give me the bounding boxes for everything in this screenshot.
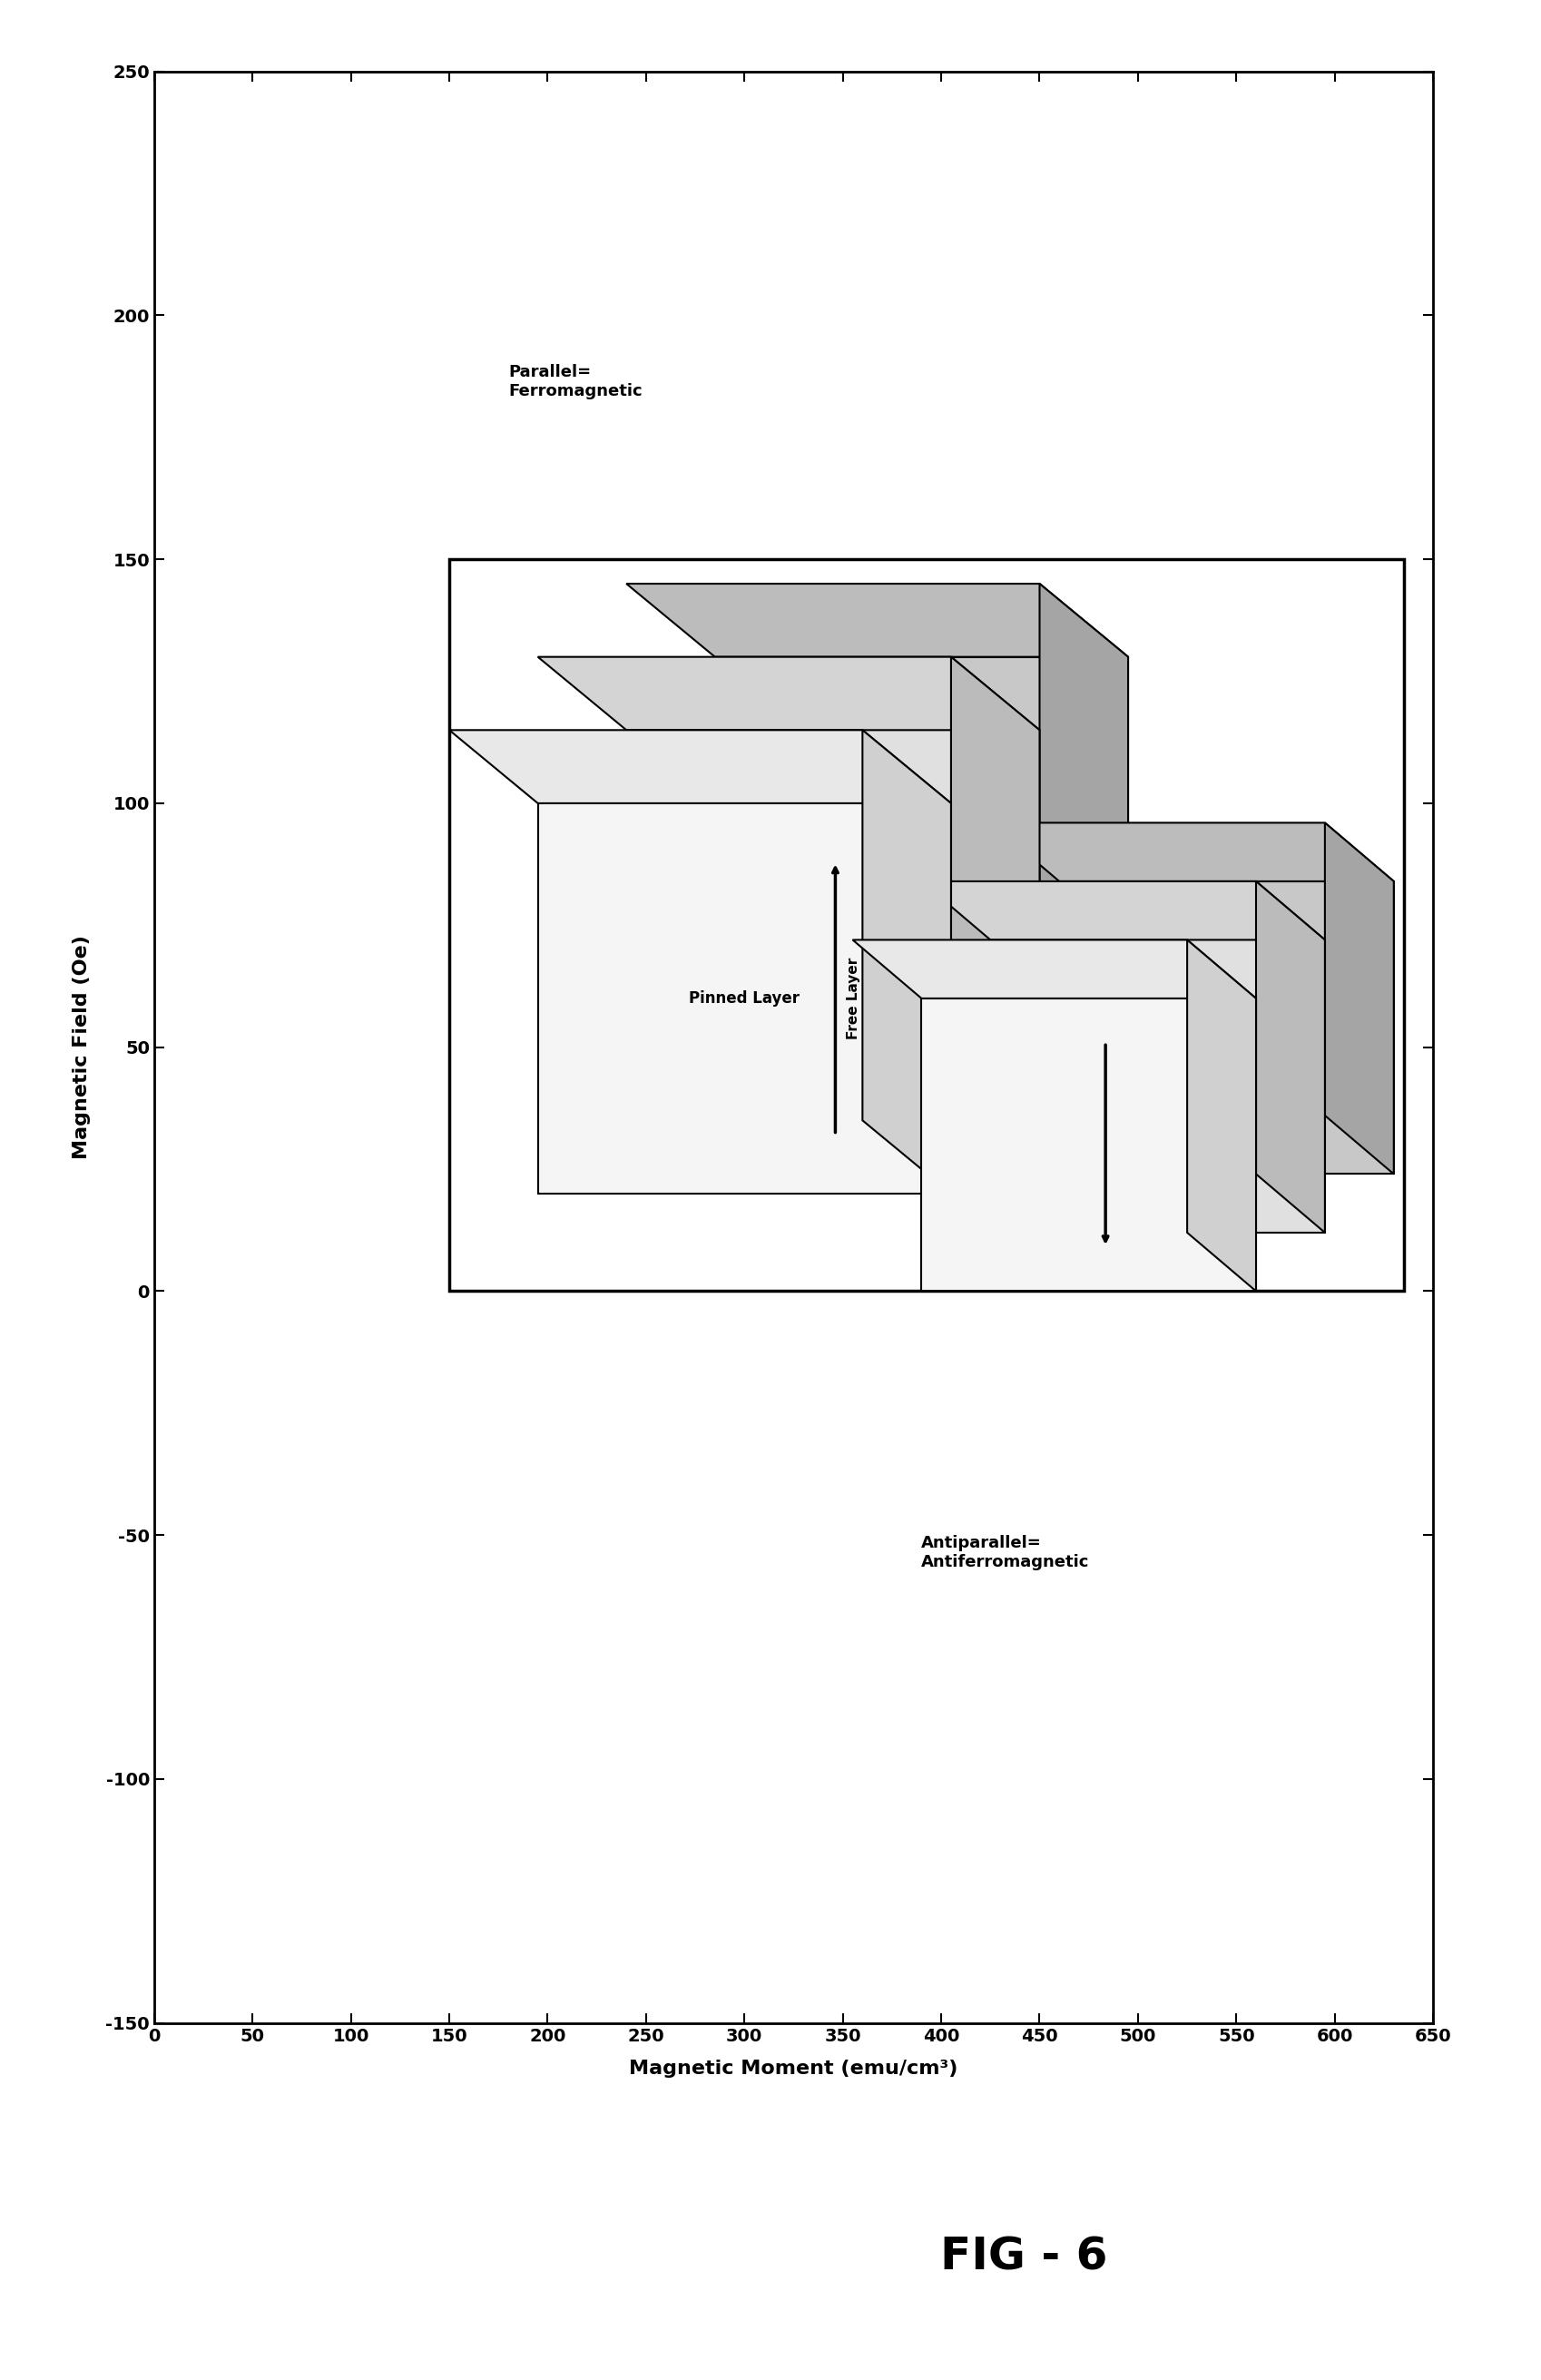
Bar <box>991 940 1325 1233</box>
Text: Parallel=
Ferromagnetic: Parallel= Ferromagnetic <box>509 364 643 400</box>
Bar <box>715 657 1128 1047</box>
Bar <box>1059 881 1393 1173</box>
Polygon shape <box>626 583 1128 657</box>
Polygon shape <box>991 823 1393 881</box>
Text: Antiparallel=
Antiferromagnetic: Antiparallel= Antiferromagnetic <box>922 1535 1089 1571</box>
Polygon shape <box>951 657 1040 1121</box>
Text: Free Layer: Free Layer <box>848 957 861 1040</box>
Y-axis label: Magnetic Field (Oe): Magnetic Field (Oe) <box>72 935 91 1159</box>
Bar <box>538 802 951 1192</box>
X-axis label: Magnetic Moment (emu/cm³): Magnetic Moment (emu/cm³) <box>629 2059 959 2078</box>
Polygon shape <box>863 731 951 1192</box>
Bar <box>922 1000 1256 1290</box>
Text: FIG - 6: FIG - 6 <box>940 2235 1108 2280</box>
Bar <box>450 559 1404 1290</box>
Polygon shape <box>538 657 1040 731</box>
Text: Pinned Layer: Pinned Layer <box>689 990 800 1007</box>
Polygon shape <box>1256 881 1325 1233</box>
Polygon shape <box>1187 940 1256 1290</box>
Polygon shape <box>1040 583 1128 1047</box>
Bar <box>626 731 1040 1121</box>
Polygon shape <box>450 731 951 802</box>
Polygon shape <box>1325 823 1393 1173</box>
Polygon shape <box>852 940 1256 1000</box>
Polygon shape <box>922 881 1325 940</box>
